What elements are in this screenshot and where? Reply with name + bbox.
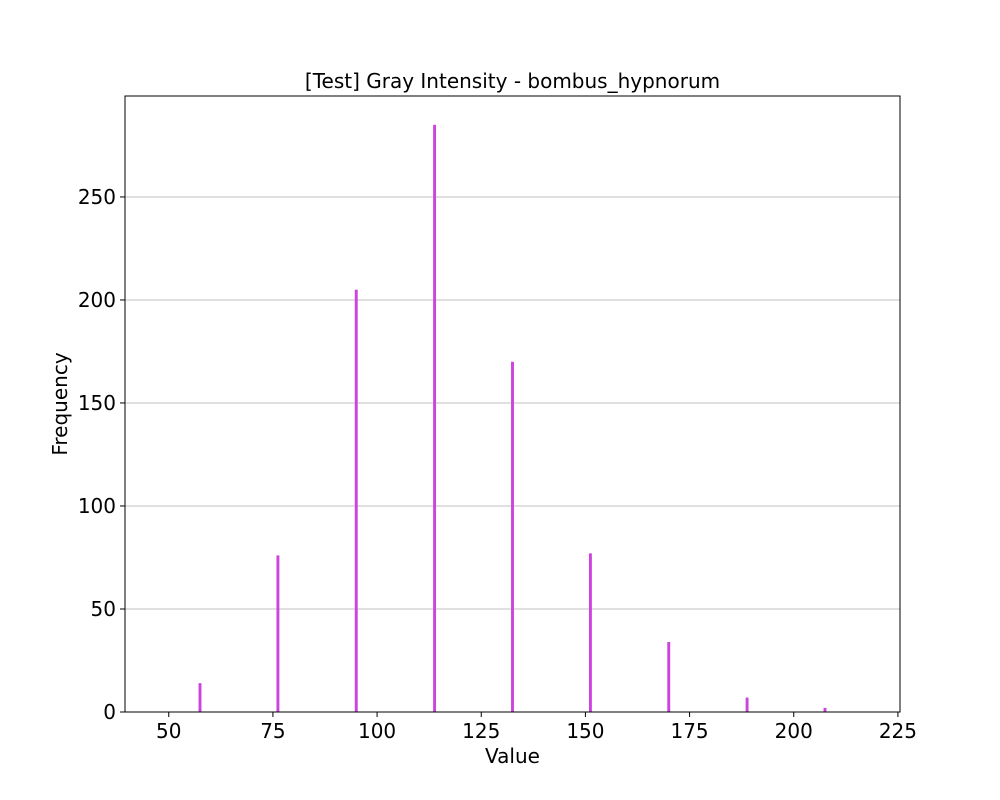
x-axis-ticks: 50 75 100 125 150 175 200 225 xyxy=(156,712,917,743)
y-tick-label: 150 xyxy=(78,391,116,415)
chart-title: [Test] Gray Intensity - bombus_hypnorum xyxy=(305,69,720,93)
x-tick-label: 50 xyxy=(156,719,181,743)
histogram-bar xyxy=(588,553,592,712)
y-tick-label: 0 xyxy=(103,700,116,724)
y-axis-label: Frequency xyxy=(48,352,72,455)
x-tick-label: 125 xyxy=(462,719,500,743)
histogram-bar xyxy=(276,555,280,712)
x-tick-label: 75 xyxy=(260,719,285,743)
x-tick-label: 150 xyxy=(566,719,604,743)
y-axis-ticks: 0 50 100 150 200 250 xyxy=(78,185,125,724)
histogram-bar xyxy=(354,289,358,712)
x-tick-label: 225 xyxy=(879,719,917,743)
plot-frame xyxy=(124,95,901,713)
x-tick-label: 100 xyxy=(358,719,396,743)
histogram-bar xyxy=(433,124,437,712)
y-tick-label: 250 xyxy=(78,185,116,209)
histogram-bar xyxy=(745,697,749,712)
histogram-bar xyxy=(823,707,827,712)
histogram-bar xyxy=(511,361,514,712)
y-tick-label: 100 xyxy=(78,494,116,518)
y-tick-label: 50 xyxy=(91,597,116,621)
x-tick-label: 175 xyxy=(670,719,708,743)
x-tick-label: 200 xyxy=(775,719,813,743)
histogram-bar xyxy=(667,641,671,712)
histogram-bar xyxy=(198,683,202,712)
x-axis-label: Value xyxy=(485,744,540,768)
bar-series xyxy=(198,124,827,712)
y-tick-label: 200 xyxy=(78,288,116,312)
